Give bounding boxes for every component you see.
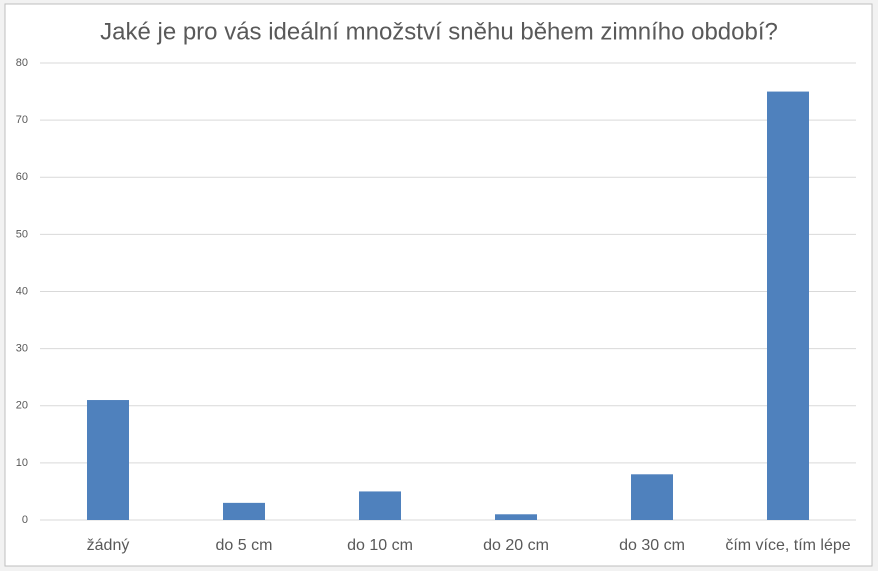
bar	[87, 400, 129, 520]
y-tick-label: 50	[16, 228, 28, 240]
x-tick-label: do 10 cm	[347, 537, 413, 554]
x-tick-label: do 5 cm	[216, 537, 273, 554]
bar	[359, 491, 401, 520]
y-tick-label: 30	[16, 343, 28, 355]
x-tick-label: žádný	[87, 537, 130, 554]
y-tick-label: 0	[22, 514, 28, 526]
x-tick-label: čím více, tím lépe	[725, 537, 850, 554]
bar	[495, 514, 537, 520]
bar	[767, 91, 809, 520]
y-tick-label: 70	[16, 114, 28, 126]
bar	[631, 474, 673, 520]
y-tick-label: 80	[16, 57, 28, 69]
chart-area	[4, 3, 873, 567]
y-tick-label: 40	[16, 285, 28, 297]
x-tick-label: do 30 cm	[619, 537, 685, 554]
y-tick-label: 10	[16, 457, 28, 469]
y-tick-label: 60	[16, 171, 28, 183]
x-tick-label: do 20 cm	[483, 537, 549, 554]
y-tick-label: 20	[16, 400, 28, 412]
bar	[223, 502, 265, 520]
chart-title: Jaké je pro vás ideální množství sněhu b…	[100, 18, 778, 45]
